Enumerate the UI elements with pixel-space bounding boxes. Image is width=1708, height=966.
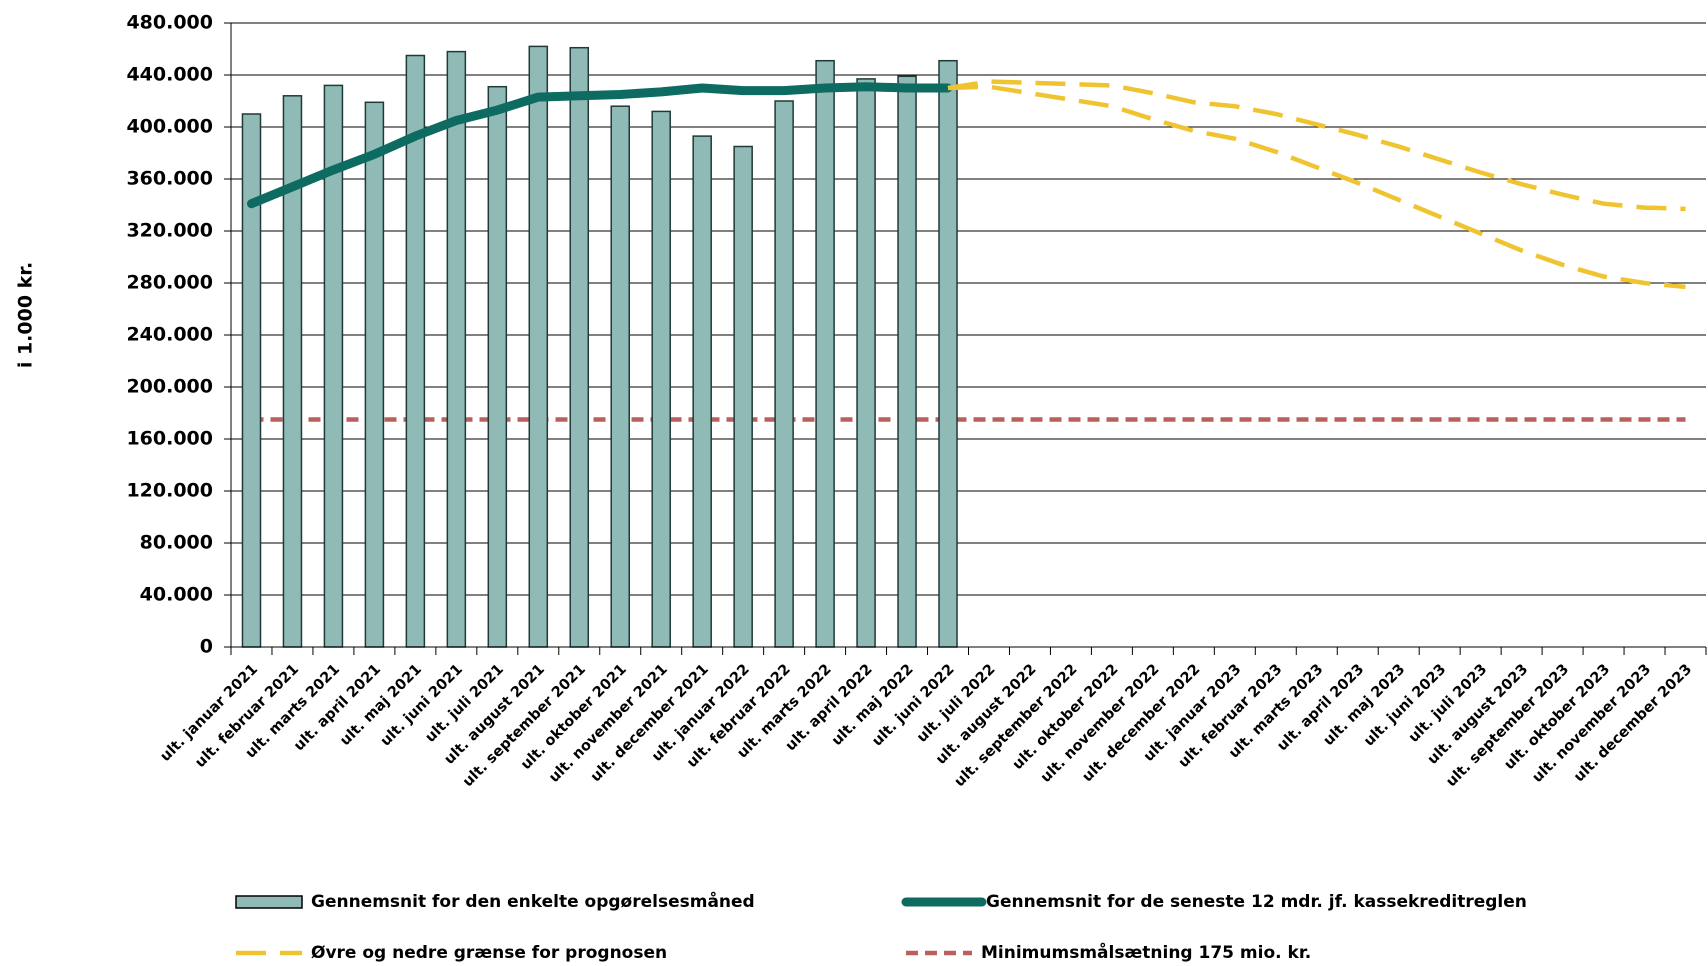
y-tick-label: 200.000 [126,376,213,398]
bar [446,50,467,648]
y-tick-label: 280.000 [126,272,213,294]
legend-label: Øvre og nedre grænse for prognosen [311,943,667,963]
y-tick-label: 400.000 [126,116,213,138]
lower-bound-line [947,84,1686,290]
bar [487,85,508,648]
legend-label: Minimumsmålsætning 175 mio. kr. [981,941,1311,963]
upper-bound-line [947,79,1686,212]
y-axis-label: i 1.000 kr. [15,262,37,368]
bar [856,78,876,648]
y-tick-label: 80.000 [140,532,213,554]
average-line [247,82,953,209]
bar [815,59,835,648]
bar [897,75,917,648]
bar [405,54,426,648]
y-tick-label: 0 [200,636,213,658]
y-tick-label: 160.000 [126,428,213,450]
bar [569,46,590,648]
bar [692,135,712,648]
y-tick-label: 40.000 [140,584,213,606]
y-tick-label: 440.000 [126,64,213,86]
bar [610,105,631,648]
legend-swatch [235,895,303,909]
legend-label: Gennemsnit for de seneste 12 mdr. jf. ka… [986,892,1527,912]
bar [938,59,958,648]
y-tick-label: 320.000 [126,220,213,242]
bar [733,145,753,648]
y-tick-label: 480.000 [126,12,213,34]
bar [282,95,303,648]
bar [528,45,549,648]
legend-label: Gennemsnit for den enkelte opgørelsesmån… [311,890,755,912]
bar [241,113,262,648]
y-tick-label: 120.000 [126,480,213,502]
bar [774,100,794,648]
y-tick-label: 360.000 [126,168,213,190]
bar [651,110,671,648]
bar [364,101,385,648]
y-tick-label: 240.000 [126,324,213,346]
